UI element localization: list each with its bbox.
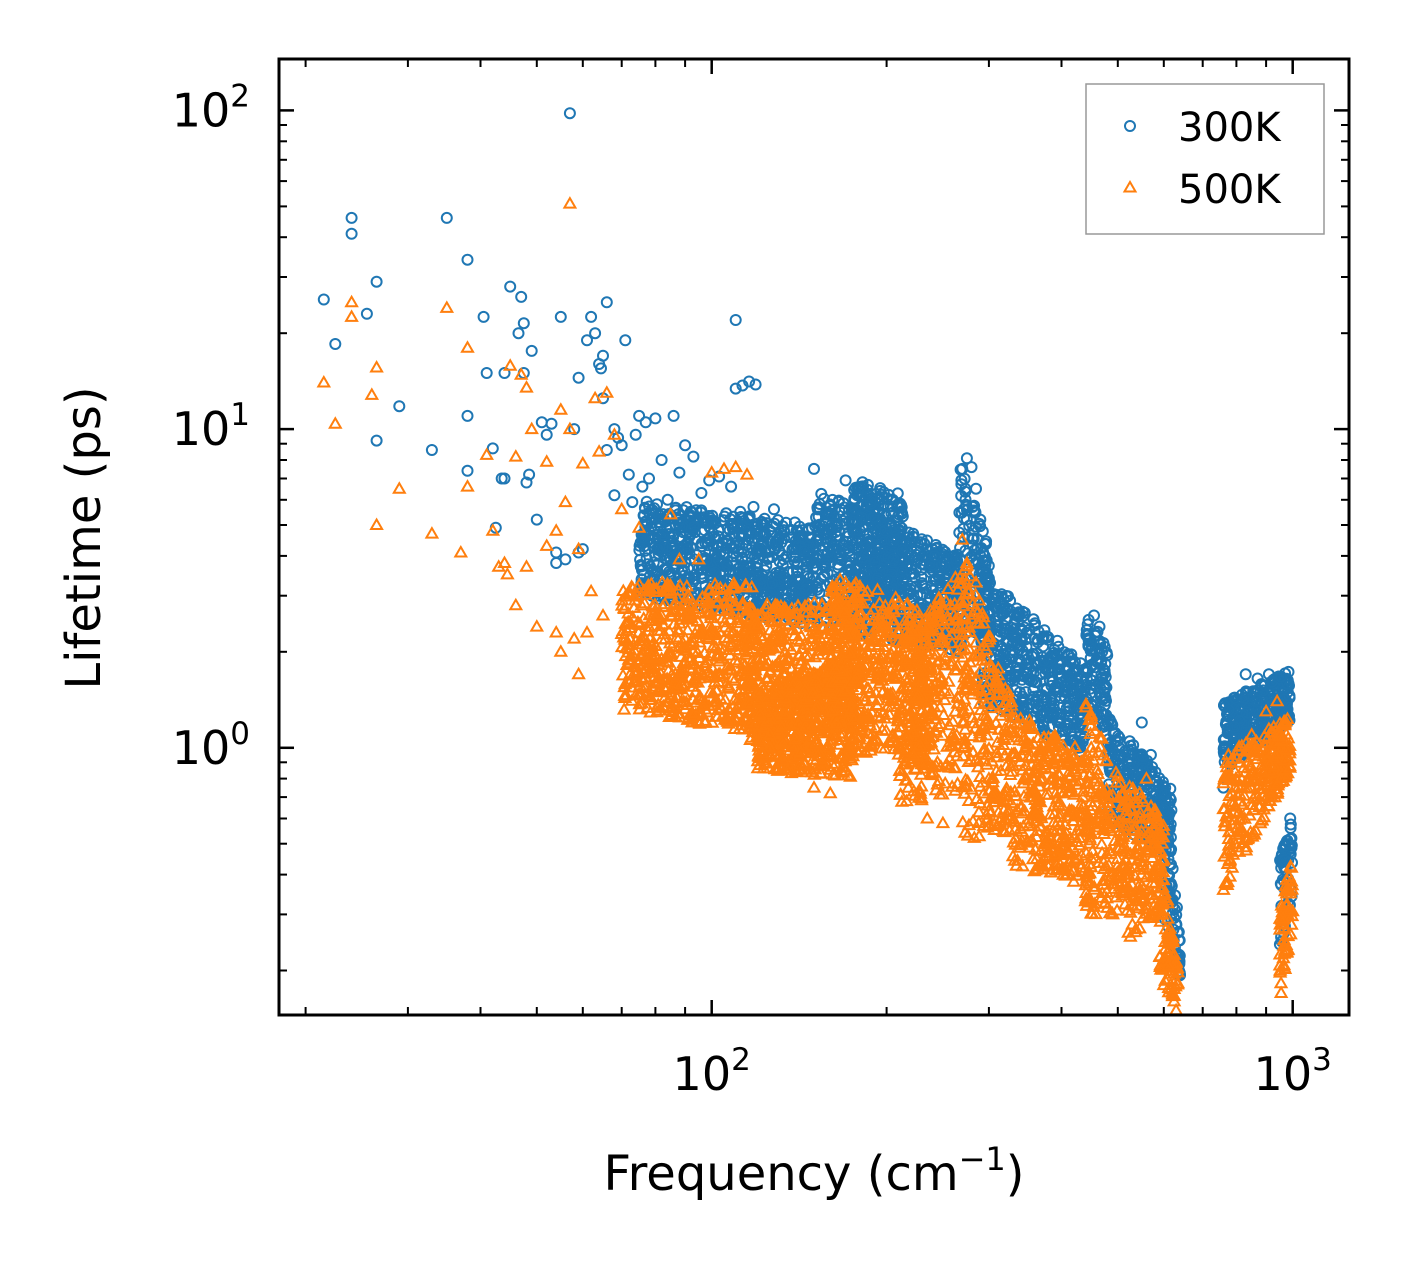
point-300k-36	[563, 107, 576, 120]
point-300k-20	[504, 280, 517, 293]
point-300k-54	[615, 439, 628, 452]
point-300k-68	[687, 450, 700, 463]
point-300k-3	[345, 227, 358, 240]
point-300k-41	[581, 334, 593, 347]
point-300k-18	[498, 472, 511, 485]
point-300k-77	[749, 378, 762, 391]
point-300k-13	[477, 310, 490, 323]
point-300k-122	[1239, 668, 1252, 681]
point-300k-85	[839, 474, 852, 487]
point-300k-76	[743, 375, 756, 388]
point-300k-19	[498, 367, 511, 379]
point-300k-34	[554, 310, 567, 323]
point-300k-74	[729, 382, 742, 395]
point-300k-43	[589, 327, 602, 340]
point-300k-45	[595, 362, 607, 375]
point-300k-25	[520, 476, 533, 489]
point-300k-31	[545, 417, 558, 430]
point-300k-60	[639, 416, 652, 429]
point-300k-83	[808, 462, 820, 475]
point-300k-38	[572, 371, 585, 384]
point-300k-115	[1135, 716, 1148, 729]
point-300k-65	[667, 409, 680, 422]
point-300k-62	[649, 412, 662, 425]
point-300k-73	[729, 314, 742, 326]
point-300k-8	[425, 444, 438, 456]
point-300k-72	[725, 480, 738, 493]
point-300k-22	[515, 290, 528, 303]
point-300k-27	[525, 344, 538, 357]
point-300k-64	[661, 493, 674, 506]
point-300k-52	[608, 489, 621, 502]
point-300k-10	[461, 253, 474, 266]
point-300k-30	[540, 428, 553, 441]
point-300k-23	[517, 317, 530, 330]
point-300k-61	[643, 472, 655, 485]
point-300k-1	[329, 338, 342, 350]
point-300k-4	[360, 307, 373, 320]
point-300k-57	[629, 428, 642, 441]
point-300k-15	[486, 442, 499, 455]
point-300k-5	[370, 434, 383, 447]
point-300k-12	[461, 464, 474, 477]
point-300k-9	[440, 211, 453, 224]
point-300k-26	[523, 468, 536, 481]
point-300k-59	[636, 480, 649, 493]
point-300k-67	[679, 439, 692, 452]
point-300k-14	[480, 367, 493, 379]
point-300k-81	[768, 503, 780, 516]
point-300k-7	[393, 400, 406, 413]
point-300k-28	[530, 513, 543, 526]
point-300k-0	[317, 293, 330, 306]
point-300k-33	[550, 546, 563, 559]
point-300k-21	[512, 327, 525, 340]
point-300k-70	[703, 474, 716, 487]
point-300k-42	[585, 310, 598, 323]
point-300k-58	[633, 409, 646, 422]
point-300k-11	[461, 409, 474, 422]
point-300k-63	[655, 454, 668, 466]
point-300k-6	[370, 275, 383, 288]
point-300k-35	[559, 553, 572, 566]
point-300k-422	[720, 507, 733, 520]
data-points-layer	[316, 107, 1300, 1016]
point-300k-2	[345, 211, 358, 224]
point-300k-98	[965, 461, 978, 474]
point-300k-66	[673, 466, 686, 479]
point-300k-46	[597, 349, 609, 362]
point-300k-50	[619, 334, 632, 347]
point-300k-48	[600, 296, 613, 309]
point-300k-55	[622, 468, 635, 481]
point-300k-56	[626, 496, 639, 509]
point-300k-69	[695, 487, 708, 499]
